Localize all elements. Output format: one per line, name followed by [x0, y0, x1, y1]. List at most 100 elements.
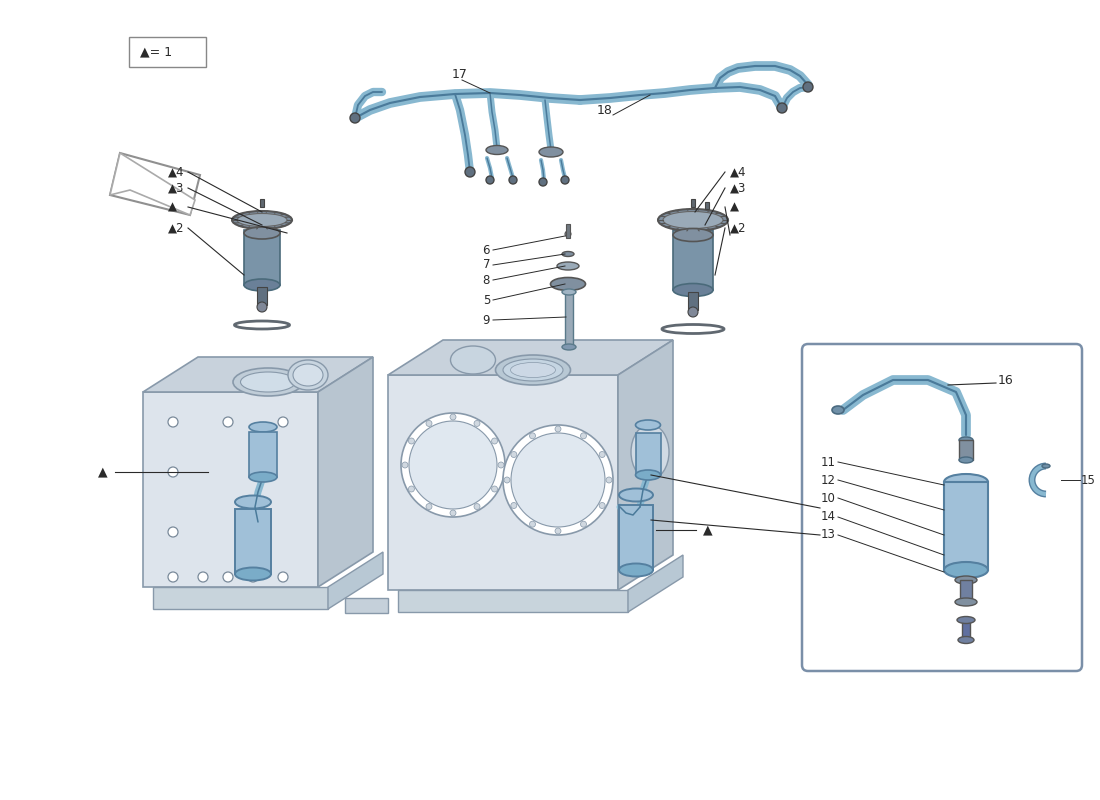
- Ellipse shape: [293, 364, 323, 386]
- Circle shape: [223, 417, 233, 427]
- Ellipse shape: [957, 617, 975, 623]
- Circle shape: [503, 425, 613, 535]
- Ellipse shape: [236, 214, 287, 226]
- Text: ▲: ▲: [730, 201, 739, 214]
- Circle shape: [539, 178, 547, 186]
- Text: 17: 17: [452, 69, 468, 82]
- Circle shape: [257, 302, 267, 312]
- Ellipse shape: [235, 495, 271, 509]
- Ellipse shape: [486, 146, 508, 154]
- Circle shape: [510, 502, 517, 509]
- Polygon shape: [398, 590, 628, 612]
- Ellipse shape: [510, 362, 556, 378]
- Ellipse shape: [451, 346, 495, 374]
- Circle shape: [498, 462, 504, 468]
- Bar: [688, 292, 698, 310]
- Polygon shape: [143, 357, 373, 392]
- Polygon shape: [388, 375, 618, 590]
- Text: ▲3: ▲3: [168, 182, 185, 194]
- Text: ▲: ▲: [98, 466, 108, 478]
- Ellipse shape: [503, 359, 563, 381]
- Circle shape: [509, 176, 517, 184]
- Circle shape: [168, 572, 178, 582]
- Circle shape: [168, 527, 178, 537]
- Text: 14: 14: [821, 510, 836, 523]
- Ellipse shape: [232, 211, 292, 229]
- Ellipse shape: [636, 470, 660, 480]
- Circle shape: [529, 433, 536, 439]
- Text: ▲: ▲: [703, 523, 713, 537]
- Ellipse shape: [550, 278, 585, 290]
- Circle shape: [408, 486, 415, 492]
- Text: ▲3: ▲3: [730, 182, 747, 194]
- Text: ▲4: ▲4: [168, 166, 185, 178]
- Ellipse shape: [619, 563, 653, 577]
- Circle shape: [581, 433, 586, 439]
- Text: ▲= 1: ▲= 1: [140, 46, 172, 58]
- Text: ▲4: ▲4: [730, 166, 747, 178]
- Circle shape: [565, 231, 571, 237]
- Ellipse shape: [658, 209, 728, 231]
- Ellipse shape: [249, 422, 277, 432]
- Ellipse shape: [288, 360, 328, 390]
- Circle shape: [450, 510, 456, 516]
- Circle shape: [409, 421, 497, 509]
- Text: ▲2: ▲2: [730, 222, 747, 234]
- Ellipse shape: [241, 372, 296, 392]
- Circle shape: [426, 503, 432, 510]
- FancyBboxPatch shape: [129, 37, 206, 67]
- Ellipse shape: [673, 283, 713, 297]
- Text: 12: 12: [821, 474, 836, 486]
- Circle shape: [561, 176, 569, 184]
- Text: 8: 8: [483, 274, 490, 286]
- Bar: [636, 433, 661, 475]
- Bar: [959, 440, 974, 460]
- Bar: [235, 509, 271, 574]
- Circle shape: [465, 167, 475, 177]
- Ellipse shape: [244, 227, 280, 239]
- Circle shape: [581, 521, 586, 527]
- Text: ▲: ▲: [168, 201, 177, 214]
- Circle shape: [278, 572, 288, 582]
- Polygon shape: [153, 587, 328, 609]
- Ellipse shape: [557, 262, 579, 270]
- Polygon shape: [110, 153, 200, 215]
- Text: 11: 11: [821, 455, 836, 469]
- Bar: [566, 224, 570, 238]
- Ellipse shape: [959, 437, 974, 443]
- Circle shape: [529, 521, 536, 527]
- Circle shape: [168, 467, 178, 477]
- Ellipse shape: [249, 472, 277, 482]
- Ellipse shape: [959, 457, 974, 463]
- Ellipse shape: [495, 355, 571, 385]
- Polygon shape: [388, 340, 673, 375]
- Polygon shape: [110, 153, 195, 215]
- Circle shape: [510, 451, 517, 458]
- Text: 13: 13: [821, 529, 836, 542]
- Bar: [960, 580, 972, 602]
- Circle shape: [198, 572, 208, 582]
- Ellipse shape: [955, 576, 977, 584]
- Circle shape: [402, 462, 408, 468]
- Bar: [244, 230, 280, 285]
- Ellipse shape: [955, 598, 977, 606]
- Ellipse shape: [663, 211, 723, 229]
- Ellipse shape: [944, 562, 988, 578]
- Polygon shape: [628, 555, 683, 612]
- Circle shape: [606, 477, 612, 483]
- Circle shape: [223, 572, 233, 582]
- Circle shape: [504, 477, 510, 483]
- Circle shape: [512, 433, 605, 527]
- Circle shape: [556, 426, 561, 432]
- Circle shape: [426, 421, 432, 426]
- Bar: [691, 199, 695, 207]
- Ellipse shape: [562, 251, 574, 257]
- Circle shape: [350, 113, 360, 123]
- Circle shape: [803, 82, 813, 92]
- Polygon shape: [618, 340, 673, 590]
- Ellipse shape: [235, 567, 271, 581]
- Ellipse shape: [539, 147, 563, 157]
- Ellipse shape: [619, 489, 653, 502]
- Circle shape: [278, 417, 288, 427]
- Bar: [565, 285, 573, 347]
